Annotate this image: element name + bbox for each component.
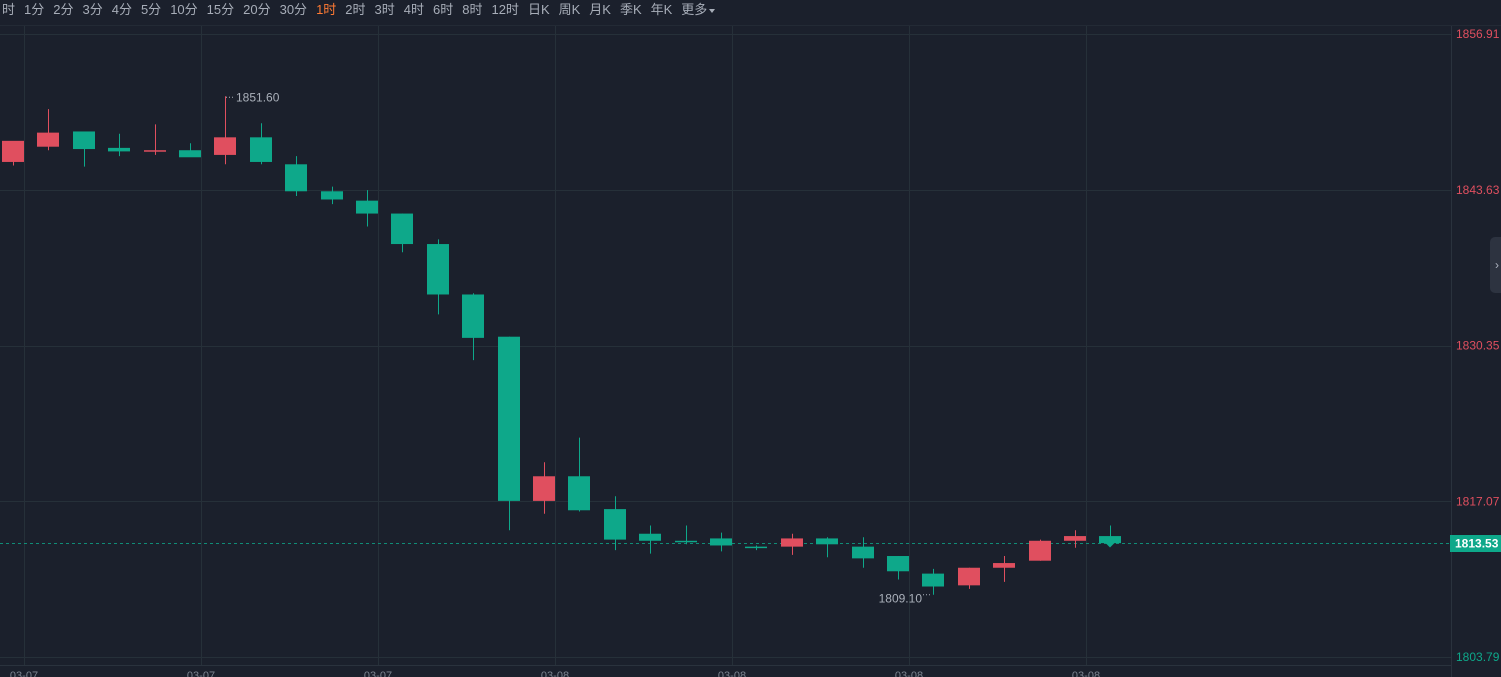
x-tick-label: 03-07 (187, 670, 215, 677)
candle-body (321, 191, 343, 200)
x-tick-label: 03-07 (364, 670, 392, 677)
timeframe-14[interactable]: 6时 (433, 2, 454, 17)
current-price-label: 1813.53 (1455, 537, 1499, 551)
x-tick-label: 03-08 (1072, 670, 1100, 677)
timeframe-6[interactable]: 10分 (170, 2, 198, 17)
candle-body (285, 164, 307, 192)
timeframe-16[interactable]: 12时 (491, 2, 519, 17)
candle-body (533, 476, 555, 501)
candle-body (922, 573, 944, 587)
x-tick-label: 03-07 (10, 670, 38, 677)
timeframe-11[interactable]: 2时 (345, 2, 366, 17)
candle-body (1099, 536, 1121, 544)
y-tick-label: 1803.79 (1456, 650, 1500, 664)
chevron-right-icon: › (1495, 258, 1499, 272)
candle-body (37, 132, 59, 147)
timeframe-0[interactable]: 时 (2, 2, 16, 17)
candle-body (1064, 536, 1086, 541)
candle-body (1029, 540, 1051, 561)
candle-body (108, 147, 130, 152)
timeframe-1[interactable]: 1分 (24, 2, 45, 17)
timeframe-20[interactable]: 季K (619, 2, 642, 17)
caret-down-icon (709, 8, 716, 13)
current-price-marker (1105, 542, 1115, 548)
candle-body (391, 213, 413, 245)
candle-body (958, 567, 980, 586)
timeframe-13[interactable]: 4时 (403, 2, 424, 17)
timeframe-4[interactable]: 4分 (111, 2, 132, 17)
current-price-badge (1450, 535, 1501, 552)
y-tick-label: 1817.07 (1456, 494, 1500, 508)
timeframe-18[interactable]: 周K (558, 2, 581, 17)
timeframe-9[interactable]: 30分 (279, 2, 308, 17)
y-tick-label: 1830.35 (1456, 339, 1500, 353)
timeframe-19[interactable]: 月K (589, 2, 611, 17)
candle-body (604, 509, 626, 540)
y-tick-label: 1856.91 (1456, 27, 1500, 41)
timeframe-10[interactable]: 1时 (316, 2, 337, 17)
timeframe-7[interactable]: 15分 (206, 2, 235, 17)
candle-body (144, 150, 166, 152)
candle-body (993, 563, 1015, 568)
candle-body (73, 131, 95, 150)
timeframe-12[interactable]: 3时 (374, 2, 395, 17)
candle-body (498, 336, 520, 501)
timeframe-22[interactable]: 更多 (681, 1, 716, 19)
candle-body (568, 476, 590, 511)
timeframe-15[interactable]: 8时 (462, 2, 483, 17)
candle-body (852, 546, 874, 559)
x-tick-label: 03-08 (718, 670, 746, 677)
candle-body (816, 538, 838, 545)
high-label: 1851.60 (236, 90, 280, 104)
candle-body (214, 137, 236, 155)
candle-body (179, 150, 201, 158)
x-tick-label: 03-08 (541, 670, 569, 677)
candle-body (781, 538, 803, 547)
low-label: 1809.10 (879, 592, 923, 606)
candle-body (745, 546, 767, 549)
timeframe-17[interactable]: 日K (527, 2, 550, 17)
side-panel-handle[interactable]: › (1490, 237, 1501, 293)
candle-body (887, 556, 909, 572)
y-tick-label: 1843.63 (1456, 183, 1500, 197)
timeframe-3[interactable]: 3分 (82, 2, 103, 17)
timeframe-21[interactable]: 年K (650, 2, 673, 17)
timeframe-2[interactable]: 2分 (53, 2, 74, 17)
candle-body (427, 244, 449, 295)
candle-body (675, 540, 697, 543)
candle-body (356, 200, 378, 214)
timeframe-5[interactable]: 5分 (140, 2, 162, 17)
candle-body (710, 538, 732, 546)
candle-body (2, 140, 24, 162)
candle-body (250, 137, 272, 162)
candle-body (462, 294, 484, 338)
x-tick-label: 03-08 (895, 670, 923, 677)
timeframe-toolbar: 时 1分 2分 3分 4分 5分 10分 15分 20分 30分 1时 2时 3时 4时 6时 8时 12时 日K… (0, 0, 1501, 20)
timeframe-8[interactable]: 20分 (243, 2, 271, 17)
candle-body (639, 533, 661, 541)
